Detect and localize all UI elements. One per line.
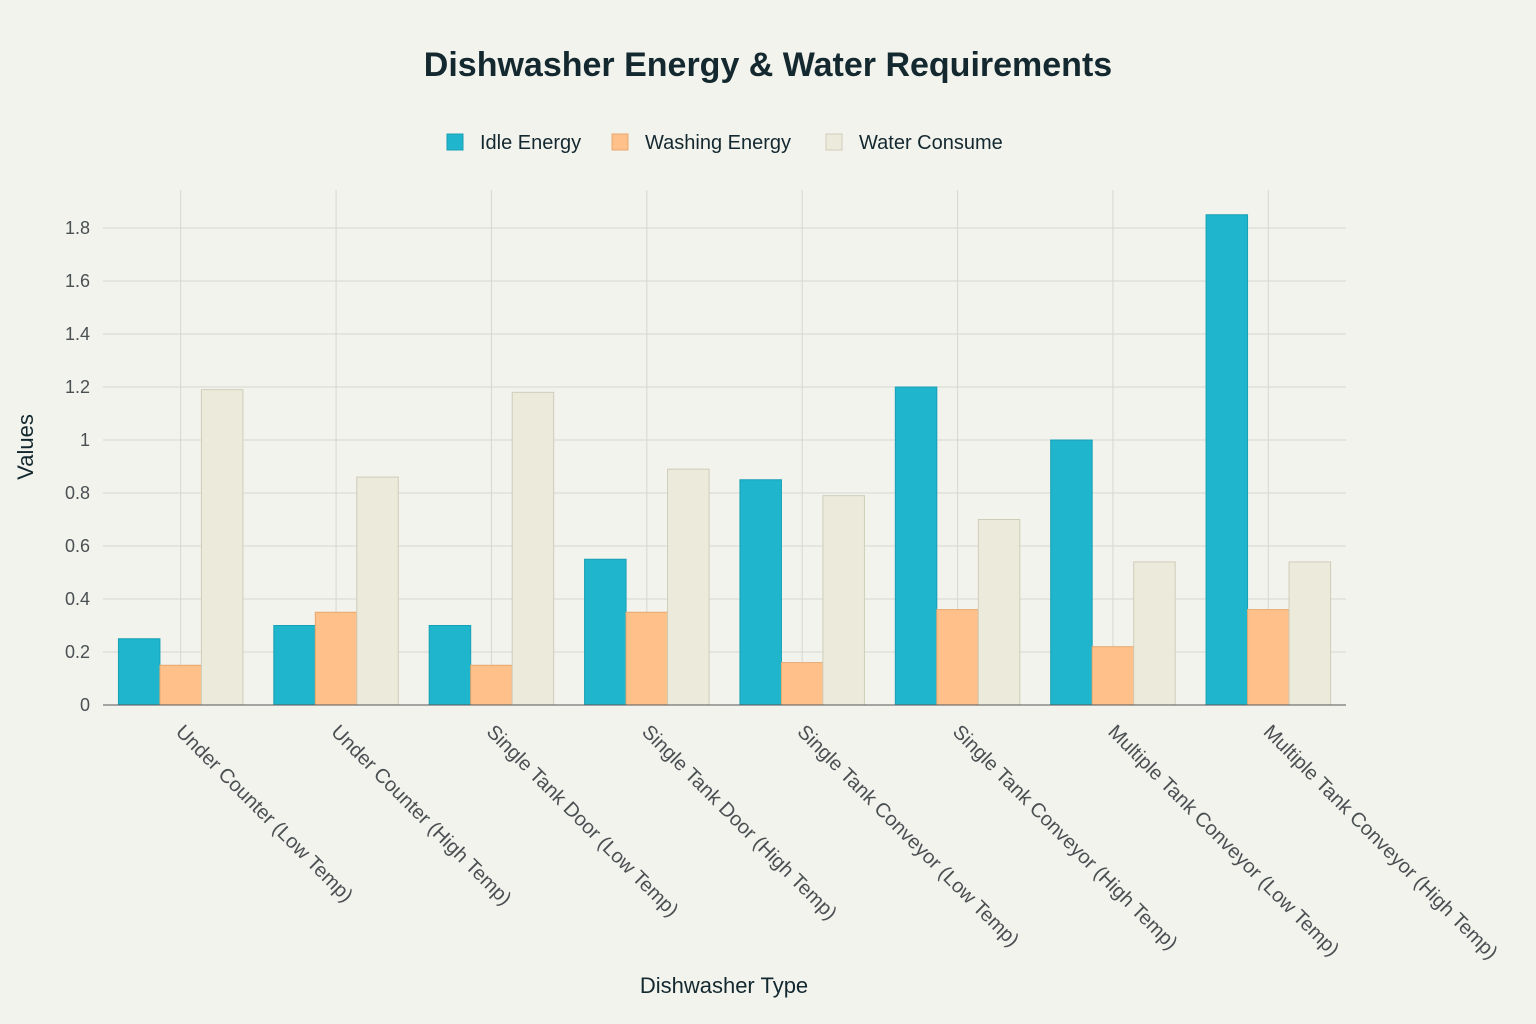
bar-washing-energy: [1091, 646, 1135, 706]
chart-title: Dishwasher Energy & Water Requirements: [424, 46, 1112, 84]
bar-washing-energy: [470, 664, 513, 706]
x-tick-label: Under Counter (High Temp): [327, 721, 516, 910]
bar-washing-energy: [314, 611, 358, 706]
y-tick-label: 1.8: [65, 218, 90, 238]
y-tick-label: 0.2: [65, 642, 90, 662]
legend: Idle Energy Washing Energy Water Consume: [446, 132, 1003, 154]
bar-washing-energy: [936, 609, 979, 706]
bars: [117, 214, 1332, 706]
bar-idle-energy: [428, 625, 472, 706]
y-axis: 0 0.2 0.4 0.6 0.8 1 1.2 1.4 1.6 1.8: [65, 218, 90, 715]
legend-label: Water Consume: [859, 132, 1003, 154]
gridlines: [103, 190, 1346, 705]
y-tick-label: 1: [80, 430, 90, 450]
bar-water-consume: [511, 391, 555, 706]
legend-label: Washing Energy: [645, 132, 791, 154]
bar-water-consume: [667, 468, 710, 706]
y-tick-label: 0.4: [65, 589, 90, 609]
y-tick-label: 1.4: [65, 324, 90, 344]
y-tick-label: 0.6: [65, 536, 90, 556]
legend-swatch-washing-energy: [611, 133, 629, 151]
y-tick-label: 0.8: [65, 483, 90, 503]
legend-swatch-idle-energy: [446, 133, 464, 151]
bar-idle-energy: [1205, 214, 1249, 706]
x-tick-label: Under Counter (Low Temp): [171, 721, 357, 907]
y-tick-label: 0: [80, 695, 90, 715]
bar-washing-energy: [780, 662, 824, 706]
y-axis-title: Values: [13, 414, 38, 480]
bar-idle-energy: [117, 638, 161, 706]
x-axis-title: Dishwasher Type: [640, 973, 808, 998]
y-tick-label: 1.6: [65, 271, 90, 291]
bar-water-consume: [356, 476, 399, 706]
bar-washing-energy: [1247, 609, 1290, 706]
bar-idle-energy: [584, 558, 627, 706]
x-axis: Under Counter (Low Temp)Under Counter (H…: [103, 704, 1502, 964]
bar-water-consume: [1288, 561, 1332, 706]
bar-water-consume: [822, 495, 865, 706]
bar-idle-energy: [739, 479, 782, 706]
bar-idle-energy: [894, 386, 938, 706]
bar-washing-energy: [159, 664, 202, 706]
bar-water-consume: [200, 389, 244, 706]
bar-water-consume: [977, 519, 1021, 706]
legend-label: Idle Energy: [480, 132, 581, 154]
bar-idle-energy: [273, 625, 316, 706]
bar-idle-energy: [1050, 439, 1093, 706]
y-tick-label: 1.2: [65, 377, 90, 397]
legend-swatch-water-consume: [825, 133, 843, 151]
bar-washing-energy: [625, 611, 669, 706]
bar-water-consume: [1133, 561, 1176, 706]
